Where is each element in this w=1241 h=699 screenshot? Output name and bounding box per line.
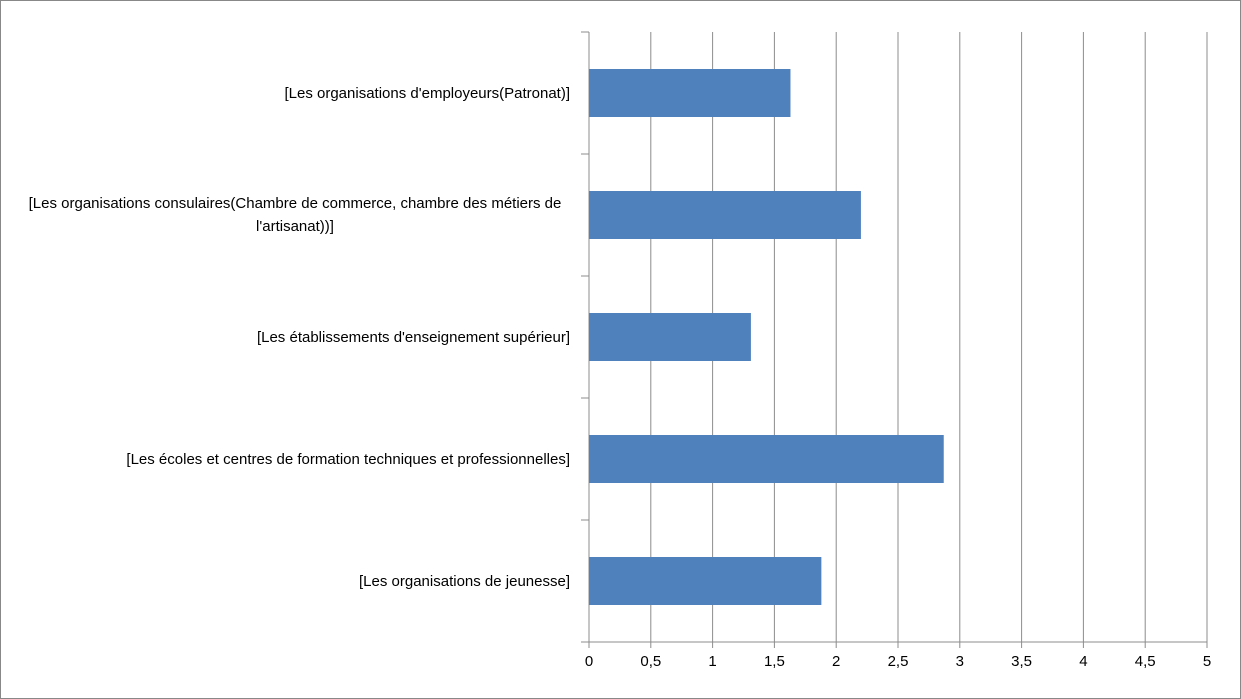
- x-tick-label: 0: [585, 653, 593, 670]
- x-tick-label: 2,5: [888, 653, 909, 670]
- x-tick-label: 1: [708, 653, 716, 670]
- category-label-box: [Les organisations consulaires(Chambre d…: [10, 175, 570, 255]
- x-tick-label: 4,5: [1135, 653, 1156, 670]
- category-label: [Les écoles et centres de formation tech…: [126, 450, 570, 468]
- category-label-box: [Les organisations d'employeurs(Patronat…: [10, 53, 570, 133]
- category-label: [Les organisations de jeunesse]: [359, 572, 570, 590]
- bar: [589, 435, 944, 483]
- bar: [589, 69, 791, 117]
- category-label-box: [Les établissements d'enseignement supér…: [10, 297, 570, 377]
- category-label-box: [Les écoles et centres de formation tech…: [10, 419, 570, 499]
- x-tick-label: 1,5: [764, 653, 785, 670]
- bar: [589, 557, 822, 605]
- x-tick-label: 0,5: [640, 653, 661, 670]
- bar: [589, 313, 751, 361]
- x-tick-label: 3,5: [1011, 653, 1032, 670]
- category-label-box: [Les organisations de jeunesse]: [10, 541, 570, 621]
- bar: [589, 191, 861, 239]
- x-tick-label: 3: [956, 653, 964, 670]
- x-tick-label: 2: [832, 653, 840, 670]
- x-tick-label: 4: [1079, 653, 1087, 670]
- category-label: [Les organisations d'employeurs(Patronat…: [284, 84, 570, 102]
- category-label: [Les organisations consulaires(Chambre d…: [28, 195, 562, 235]
- category-label: [Les établissements d'enseignement supér…: [256, 328, 570, 346]
- x-tick-label: 5: [1203, 653, 1211, 670]
